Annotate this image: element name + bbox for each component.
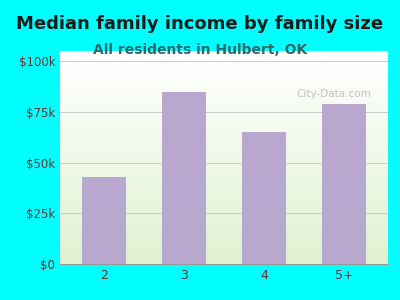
Text: City-Data.com: City-Data.com bbox=[296, 88, 371, 99]
Text: Median family income by family size: Median family income by family size bbox=[16, 15, 384, 33]
Bar bbox=[82, 177, 126, 264]
Bar bbox=[162, 92, 206, 264]
Bar bbox=[322, 104, 366, 264]
Text: All residents in Hulbert, OK: All residents in Hulbert, OK bbox=[93, 44, 307, 58]
Bar bbox=[242, 132, 286, 264]
